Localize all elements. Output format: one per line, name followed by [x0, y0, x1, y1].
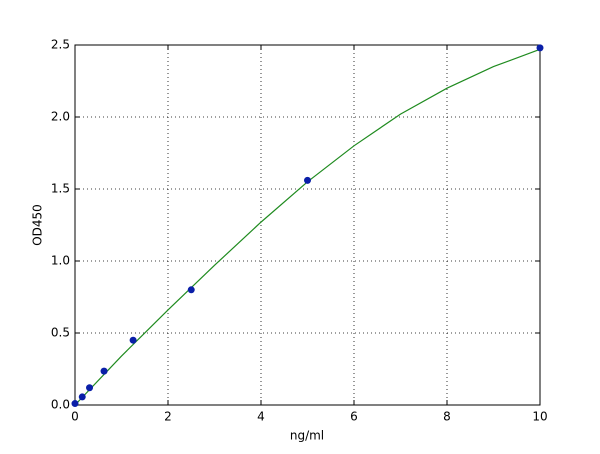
y-axis-label: OD450 — [31, 204, 45, 246]
x-tick-label: 2 — [164, 410, 172, 424]
data-point — [304, 176, 311, 184]
y-tick-label: 0.0 — [51, 398, 70, 412]
y-tick-label: 0.5 — [51, 326, 70, 340]
x-tick-label: 4 — [257, 410, 265, 424]
data-point — [78, 393, 86, 401]
y-tick-label: 2.0 — [51, 110, 70, 124]
x-tick-label: 8 — [443, 410, 451, 424]
data-point — [129, 336, 137, 344]
y-tick-label: 1.0 — [51, 254, 70, 268]
y-tick-label: 1.5 — [51, 182, 70, 196]
y-tick-label: 2.5 — [51, 38, 70, 52]
x-tick-label: 0 — [71, 410, 79, 424]
data-point — [71, 400, 79, 408]
x-tick-label: 10 — [532, 410, 547, 424]
fit-curve — [74, 48, 541, 406]
data-point — [86, 384, 94, 392]
data-point — [100, 367, 108, 375]
data-point — [536, 44, 544, 52]
x-axis-label: ng/ml — [290, 429, 324, 443]
data-point — [187, 286, 195, 294]
plot-frame — [74, 44, 541, 406]
x-tick-label: 6 — [350, 410, 358, 424]
